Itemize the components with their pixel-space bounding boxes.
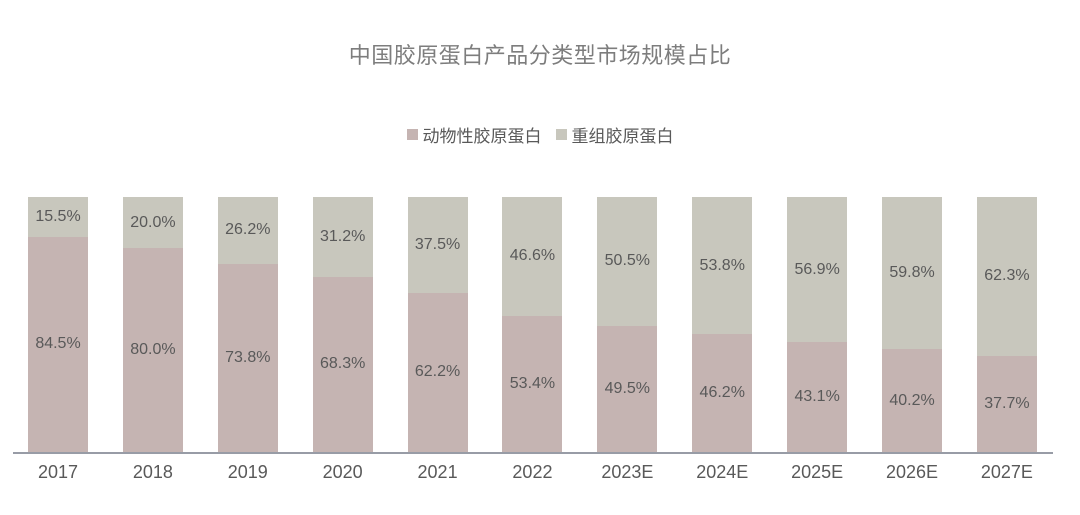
- x-axis-label: 2021: [417, 462, 458, 482]
- bar-segment: 43.1%: [787, 342, 848, 452]
- x-axis-label: 2026E: [885, 462, 939, 482]
- bar-column: 56.9% 43.1%: [787, 197, 848, 452]
- bar-column: 46.6% 53.4%: [502, 197, 563, 452]
- bar-value-label: 37.7%: [984, 394, 1030, 412]
- bar-value-label: 80.0%: [130, 341, 176, 358]
- bar-segment: 49.5%: [597, 325, 658, 452]
- chart-title: 中国胶原蛋白产品分类型市场规模占比: [348, 43, 732, 68]
- bar-segment: 80.0%: [122, 248, 183, 452]
- bar-segment: 68.3%: [312, 276, 373, 452]
- bar-column: 31.2% 68.3%: [312, 197, 373, 452]
- bar-value-label: 31.2%: [319, 227, 366, 245]
- bar-value-label: 46.2%: [699, 384, 745, 402]
- bar-value-label: 20.0%: [130, 213, 176, 231]
- bar-value-label: 84.5%: [35, 335, 81, 353]
- bar-column: 59.8% 40.2%: [882, 197, 943, 452]
- bar-segment: 73.8%: [217, 263, 278, 452]
- bar-segment: 62.2%: [407, 292, 468, 452]
- bar-segment: 15.5%: [28, 197, 88, 237]
- bar-column: 15.5% 84.5%: [28, 197, 88, 452]
- x-axis-label: 2018: [132, 462, 173, 482]
- bar-segment: 37.7%: [976, 355, 1037, 452]
- x-axis-label: 2025E: [791, 462, 844, 482]
- bar-segment: 53.4%: [502, 315, 563, 452]
- bar-value-label: 62.2%: [414, 363, 461, 381]
- bar-column: 62.3% 37.7%: [976, 197, 1037, 452]
- x-axis-line: [13, 452, 1053, 454]
- bar-segment: 31.2%: [312, 197, 373, 277]
- bar-column: 20.0% 80.0%: [122, 197, 183, 452]
- legend-swatch-icon: [406, 129, 418, 140]
- bar-value-label: 46.6%: [509, 247, 556, 265]
- bar-segment: 46.6%: [502, 197, 563, 316]
- bar-column: 53.8% 46.2%: [692, 197, 753, 452]
- x-axis-label: 2019: [227, 462, 268, 482]
- bar-segment: 20.0%: [122, 197, 183, 248]
- bar-value-label: 62.3%: [984, 267, 1030, 285]
- bar-segment: 37.5%: [407, 197, 468, 293]
- x-axis-label: 2024E: [696, 462, 749, 482]
- bar-value-label: 15.5%: [35, 207, 81, 225]
- bar-column: 26.2% 73.8%: [217, 197, 278, 452]
- bar-value-label: 53.4%: [509, 374, 556, 392]
- legend-item: 重组胶原蛋白: [555, 122, 674, 147]
- bar-segment: 26.2%: [217, 197, 278, 264]
- bar-segment: 62.3%: [976, 197, 1037, 356]
- bar-column: 50.5% 49.5%: [597, 197, 658, 452]
- bar-value-label: 37.5%: [414, 235, 461, 253]
- bar-segment: 84.5%: [28, 236, 88, 452]
- bar-value-label: 53.8%: [699, 256, 745, 274]
- x-axis-label: 2023E: [601, 462, 654, 482]
- bar-value-label: 40.2%: [889, 391, 935, 409]
- bar-value-label: 73.8%: [225, 348, 271, 366]
- legend-swatch-icon: [555, 129, 567, 140]
- x-axis-label: 2020: [322, 462, 363, 482]
- bar-segment: 46.2%: [692, 334, 753, 452]
- bar-segment: 59.8%: [882, 197, 943, 350]
- bar-value-label: 49.5%: [604, 379, 651, 397]
- bar-value-label: 26.2%: [225, 221, 271, 239]
- x-axis-label: 2027E: [980, 462, 1033, 482]
- bar-column: 37.5% 62.2%: [407, 197, 468, 452]
- bar-segment: 53.8%: [692, 197, 753, 335]
- x-axis-label: 2022: [512, 462, 553, 482]
- bar-value-label: 43.1%: [794, 388, 840, 406]
- x-axis-label: 2017: [37, 462, 79, 482]
- chart-legend: 动物性胶原蛋白 重组胶原蛋白: [0, 122, 1080, 147]
- bar-value-label: 68.3%: [319, 355, 366, 373]
- bar-segment: 40.2%: [882, 349, 943, 452]
- legend-label: 动物性胶原蛋白: [422, 127, 542, 146]
- legend-label: 重组胶原蛋白: [571, 127, 674, 146]
- x-axis-labels: 2017 2018 2019 2020 2021 2022 2023E 2024E 2025E 2…: [28, 462, 1037, 483]
- bar-value-label: 59.8%: [889, 264, 935, 282]
- bar-value-label: 56.9%: [794, 260, 840, 278]
- bar-segment: 56.9%: [787, 197, 848, 343]
- bar-segment: 50.5%: [597, 197, 658, 326]
- plot-area: 15.5% 84.5% 20.0% 80.0% 26.2% 73.8% 31.2% 68.3%…: [28, 197, 1037, 452]
- bar-value-label: 50.5%: [604, 252, 651, 270]
- legend-item: 动物性胶原蛋白: [406, 122, 542, 147]
